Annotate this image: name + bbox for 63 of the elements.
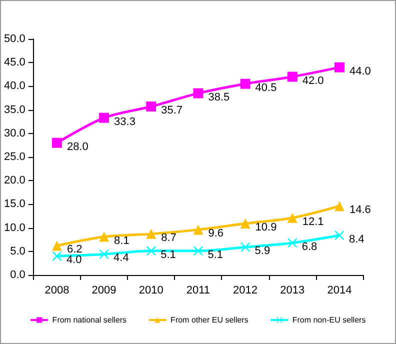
point: [287, 212, 298, 223]
point: [240, 78, 250, 89]
data-label: 44.0: [349, 65, 371, 78]
data-label: 8.1: [114, 234, 130, 247]
data-label: 5.1: [160, 248, 176, 261]
point: [146, 246, 156, 256]
y-tick-label: 40.0: [4, 80, 26, 92]
y-tick-label: 50.0: [4, 33, 26, 45]
data-label: 4.4: [114, 252, 129, 264]
data-label: 38.5: [208, 91, 230, 104]
y-tick-label: 45.0: [4, 56, 26, 69]
point: [240, 218, 250, 229]
x-tick-label: 2009: [92, 284, 116, 296]
data-label: 6.8: [302, 240, 318, 253]
data-label: 8.7: [161, 232, 176, 244]
point: [334, 230, 344, 240]
point: [288, 238, 297, 248]
point: [194, 246, 203, 256]
point: [99, 112, 110, 123]
data-label: 5.9: [254, 245, 270, 258]
y-tick-label: 5.0: [10, 245, 26, 258]
data-label: 40.5: [255, 82, 277, 94]
data-label: 9.6: [208, 228, 224, 240]
data-label: 6.2: [66, 244, 82, 256]
data-label: 28.0: [66, 140, 88, 153]
y-tick-label: 25.0: [4, 151, 26, 163]
data-label: 14.6: [349, 204, 371, 216]
y-tick-label: 15.0: [4, 198, 26, 210]
x-tick-label: 2011: [186, 284, 210, 296]
data-label: 10.9: [255, 222, 277, 234]
point: [99, 232, 110, 242]
point: [334, 62, 344, 72]
point: [146, 101, 156, 112]
legend-label: From national sellers: [52, 316, 127, 324]
data-label: 8.4: [348, 233, 364, 246]
legend-label: From other EU sellers: [170, 316, 248, 324]
point: [100, 250, 109, 259]
y-tick-label: 30.0: [4, 127, 26, 140]
y-tick-label: 0.0: [10, 269, 26, 281]
x-tick-label: 2013: [280, 284, 305, 296]
data-label: 4.0: [66, 254, 82, 266]
x-tick-label: 2008: [44, 284, 70, 296]
point: [52, 252, 62, 261]
data-label: 42.0: [302, 74, 324, 87]
data-label: 33.3: [114, 116, 136, 128]
point: [193, 88, 204, 98]
legend-label: From non-EU sellers: [292, 316, 366, 324]
point: [193, 224, 204, 235]
data-label: 35.7: [161, 104, 183, 116]
x-tick-label: 2014: [327, 284, 352, 296]
y-tick-label: 20.0: [4, 174, 26, 187]
point: [240, 242, 250, 252]
data-label: 5.1: [208, 248, 223, 261]
point: [334, 201, 344, 212]
point: [52, 240, 62, 251]
point: [287, 72, 298, 82]
point: [52, 138, 62, 148]
data-label: 12.1: [302, 216, 324, 228]
y-tick-label: 10.0: [4, 222, 26, 234]
point: [146, 228, 156, 239]
y-tick-label: 35.0: [4, 104, 26, 116]
x-tick-label: 2010: [138, 284, 164, 296]
x-tick-label: 2012: [233, 284, 258, 296]
